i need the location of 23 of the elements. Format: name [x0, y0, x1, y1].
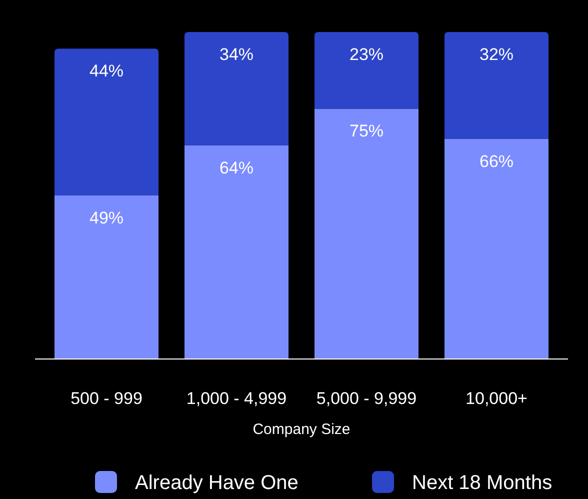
- bar: [314, 108, 418, 359]
- data-label: 44%: [89, 62, 124, 81]
- x-tick-label: 500 - 999: [70, 389, 142, 408]
- bar: [54, 196, 158, 359]
- data-label: 23%: [349, 45, 384, 64]
- bar: [184, 32, 288, 146]
- legend-label: Already Have One: [135, 472, 298, 494]
- x-tick-label: 1,000 - 4,999: [186, 389, 287, 408]
- data-label: 34%: [219, 45, 254, 64]
- x-tick-label: 5,000 - 9,999: [316, 389, 417, 408]
- data-label: 32%: [479, 45, 514, 64]
- bar: [314, 32, 418, 109]
- bar: [184, 145, 288, 359]
- bar: [444, 32, 548, 139]
- x-tick-label: 10,000+: [466, 389, 528, 408]
- legend-label: Next 18 Months: [412, 472, 552, 494]
- data-label: 75%: [349, 122, 384, 141]
- data-label: 49%: [89, 208, 124, 228]
- bar: [54, 48, 158, 196]
- data-label: 64%: [219, 158, 254, 178]
- x-axis-title: Company Size: [252, 421, 350, 438]
- bar: [444, 138, 548, 359]
- data-label: 66%: [479, 152, 514, 171]
